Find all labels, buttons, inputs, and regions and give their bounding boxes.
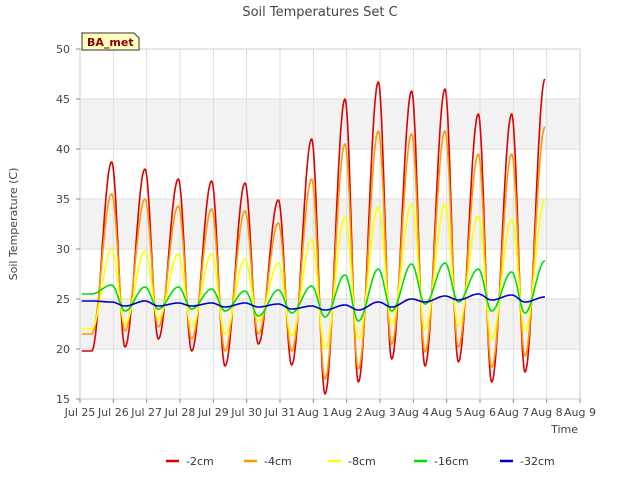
plot-band — [80, 149, 580, 199]
y-tick-label: 40 — [56, 143, 70, 156]
series-line-3 — [81, 260, 546, 322]
site-badge-box — [81, 32, 140, 51]
chart-title: Soil Temperatures Set C — [242, 5, 397, 20]
site-badge-label: BA_met — [87, 36, 134, 49]
x-tick-label: Aug 9 — [564, 406, 596, 419]
x-tick-label: Aug 7 — [497, 406, 529, 419]
x-tick-label: Aug 5 — [431, 406, 463, 419]
legend-item: -32cm — [500, 455, 555, 468]
series-lines — [81, 78, 546, 395]
legend: -2cm -4cm -8cm -16cm -32cm — [166, 455, 555, 468]
y-axis-label: Soil Temperature (C) — [7, 168, 20, 281]
x-tick-label: Jul 27 — [130, 406, 162, 419]
x-tick-label: Aug 2 — [331, 406, 363, 419]
site-badge: BA_met — [81, 32, 140, 51]
x-axis-label: Time — [550, 423, 578, 436]
legend-item: -4cm — [244, 455, 292, 468]
x-tick-label: Jul 25 — [64, 406, 96, 419]
y-tick-label: 25 — [56, 293, 70, 306]
y-tick-label: 15 — [56, 393, 70, 406]
legend-item: -16cm — [414, 455, 469, 468]
x-tick-label: Jul 29 — [197, 406, 229, 419]
y-tick-label: 30 — [56, 243, 70, 256]
series-line-4 — [81, 293, 546, 311]
plot-frame — [79, 48, 581, 400]
y-tick-label: 50 — [56, 43, 70, 56]
legend-label: -4cm — [264, 455, 292, 468]
legend-label: -16cm — [434, 455, 469, 468]
y-tick-label: 20 — [56, 343, 70, 356]
series-line-2 — [81, 198, 546, 350]
x-tick-label: Aug 1 — [297, 406, 329, 419]
legend-item: -2cm — [166, 455, 214, 468]
legend-label: -2cm — [186, 455, 214, 468]
x-tick-label: Aug 3 — [364, 406, 396, 419]
x-tick-label: Jul 26 — [97, 406, 129, 419]
y-tick-label: 35 — [56, 193, 70, 206]
x-tick-label: Jul 28 — [164, 406, 196, 419]
x-tick-label: Aug 4 — [397, 406, 429, 419]
x-axis-ticks: Jul 25 Jul 26 Jul 27 Jul 28 Jul 29 Jul 30 Jul … — [64, 399, 596, 419]
plot-background — [80, 49, 580, 399]
plot-band — [80, 49, 580, 99]
legend-label: -8cm — [348, 455, 376, 468]
x-tick-label: Jul 30 — [230, 406, 262, 419]
plot-band — [80, 199, 580, 249]
series-line-1 — [81, 126, 546, 380]
y-tick-label: 45 — [56, 93, 70, 106]
x-tick-label: Aug 6 — [464, 406, 496, 419]
x-tick-label: Jul 31 — [264, 406, 296, 419]
y-axis-ticks: 15 20 25 30 35 40 45 50 — [56, 43, 80, 406]
legend-item: -8cm — [328, 455, 376, 468]
plot-band — [80, 249, 580, 299]
legend-label: -32cm — [520, 455, 555, 468]
plot-band — [80, 99, 580, 149]
x-tick-label: Aug 8 — [531, 406, 563, 419]
